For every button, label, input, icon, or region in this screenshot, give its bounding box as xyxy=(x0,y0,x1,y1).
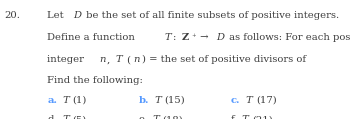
Text: b.: b. xyxy=(138,96,149,105)
Text: T: T xyxy=(243,96,253,105)
Text: 20.: 20. xyxy=(4,11,20,20)
Text: T: T xyxy=(164,33,171,42)
Text: ,: , xyxy=(107,55,114,64)
Text: d.: d. xyxy=(47,115,57,119)
Text: (: ( xyxy=(124,55,131,64)
Text: :: : xyxy=(173,33,180,42)
Text: c.: c. xyxy=(231,96,240,105)
Text: n: n xyxy=(133,55,140,64)
Text: (15): (15) xyxy=(164,96,185,105)
Text: D: D xyxy=(73,11,81,20)
Text: T: T xyxy=(116,55,122,64)
Text: T: T xyxy=(239,115,249,119)
Text: be the set of all finite subsets of positive integers.: be the set of all finite subsets of posi… xyxy=(83,11,339,20)
Text: e.: e. xyxy=(138,115,147,119)
Text: f.: f. xyxy=(231,115,238,119)
Text: Let: Let xyxy=(47,11,67,20)
Text: (21): (21) xyxy=(252,115,273,119)
Text: Define a function: Define a function xyxy=(47,33,138,42)
Text: n: n xyxy=(99,55,105,64)
Text: T: T xyxy=(152,96,162,105)
Text: ⁺: ⁺ xyxy=(191,33,196,42)
Text: (17): (17) xyxy=(256,96,276,105)
Text: Z: Z xyxy=(182,33,189,42)
Text: T: T xyxy=(60,96,70,105)
Text: (5): (5) xyxy=(72,115,86,119)
Text: ) = the set of positive divisors of: ) = the set of positive divisors of xyxy=(142,55,309,64)
Text: as follows: For each positive: as follows: For each positive xyxy=(226,33,350,42)
Text: a.: a. xyxy=(47,96,57,105)
Text: integer: integer xyxy=(47,55,88,64)
Text: (18): (18) xyxy=(163,115,183,119)
Text: →: → xyxy=(197,33,211,42)
Text: D: D xyxy=(216,33,224,42)
Text: T: T xyxy=(60,115,69,119)
Text: Find the following:: Find the following: xyxy=(47,76,143,85)
Text: (1): (1) xyxy=(73,96,87,105)
Text: T: T xyxy=(150,115,160,119)
